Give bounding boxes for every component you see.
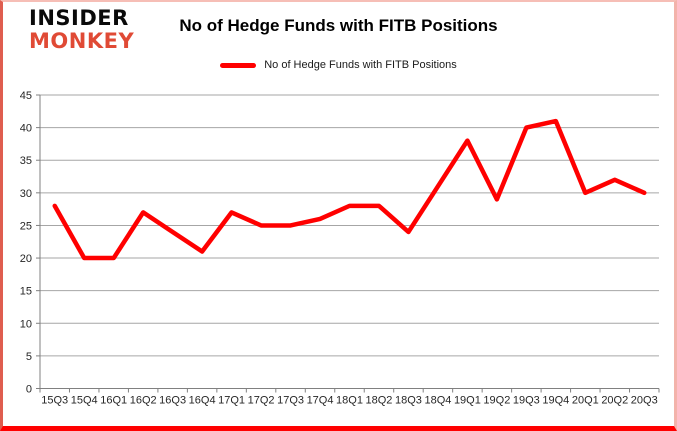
svg-text:19Q2: 19Q2 [483,395,510,407]
svg-text:16Q4: 16Q4 [189,395,216,407]
svg-text:20: 20 [20,253,32,265]
y-axis-labels: 0 5 10 15 20 25 30 35 40 45 [20,90,32,396]
svg-text:18Q1: 18Q1 [336,395,363,407]
svg-text:20Q2: 20Q2 [601,395,628,407]
svg-text:35: 35 [20,155,32,167]
svg-text:16Q3: 16Q3 [159,395,186,407]
series-line-group [52,118,647,261]
svg-text:10: 10 [20,318,32,330]
svg-text:19Q3: 19Q3 [513,395,540,407]
svg-text:0: 0 [26,384,32,396]
svg-text:15Q4: 15Q4 [71,395,98,407]
svg-text:17Q4: 17Q4 [307,395,334,407]
legend-label: No of Hedge Funds with FITB Positions [264,59,457,71]
chart-legend: No of Hedge Funds with FITB Positions [3,59,674,71]
svg-text:16Q2: 16Q2 [130,395,157,407]
svg-text:18Q2: 18Q2 [366,395,393,407]
svg-text:25: 25 [20,220,32,232]
svg-text:15Q3: 15Q3 [41,395,68,407]
svg-text:18Q4: 18Q4 [424,395,451,407]
svg-text:5: 5 [26,351,32,363]
svg-text:20Q1: 20Q1 [572,395,599,407]
svg-text:16Q1: 16Q1 [100,395,127,407]
svg-text:20Q3: 20Q3 [631,395,658,407]
insider-monkey-logo: INSIDER MONKEY [29,8,134,52]
svg-text:15: 15 [20,286,32,298]
svg-text:40: 40 [20,123,32,135]
y-gridlines [40,94,659,389]
x-axis-labels: 15Q3 15Q4 16Q1 16Q2 16Q3 16Q4 17Q1 17Q2 17Q3 17Q4… [41,395,657,407]
svg-text:19Q1: 19Q1 [454,395,481,407]
logo-word-insider: INSIDER [29,6,129,30]
axis-ticks [36,94,660,393]
svg-text:17Q1: 17Q1 [218,395,245,407]
svg-text:18Q3: 18Q3 [395,395,422,407]
svg-text:30: 30 [20,188,32,200]
svg-text:17Q2: 17Q2 [248,395,275,407]
svg-text:17Q3: 17Q3 [277,395,304,407]
legend-line-swatch [220,62,257,68]
svg-text:19Q4: 19Q4 [542,395,569,407]
series-line [52,118,647,261]
svg-text:45: 45 [20,90,32,102]
chart-title: No of Hedge Funds with FITB Positions [179,16,498,35]
logo-word-monkey: MONKEY [29,29,135,53]
